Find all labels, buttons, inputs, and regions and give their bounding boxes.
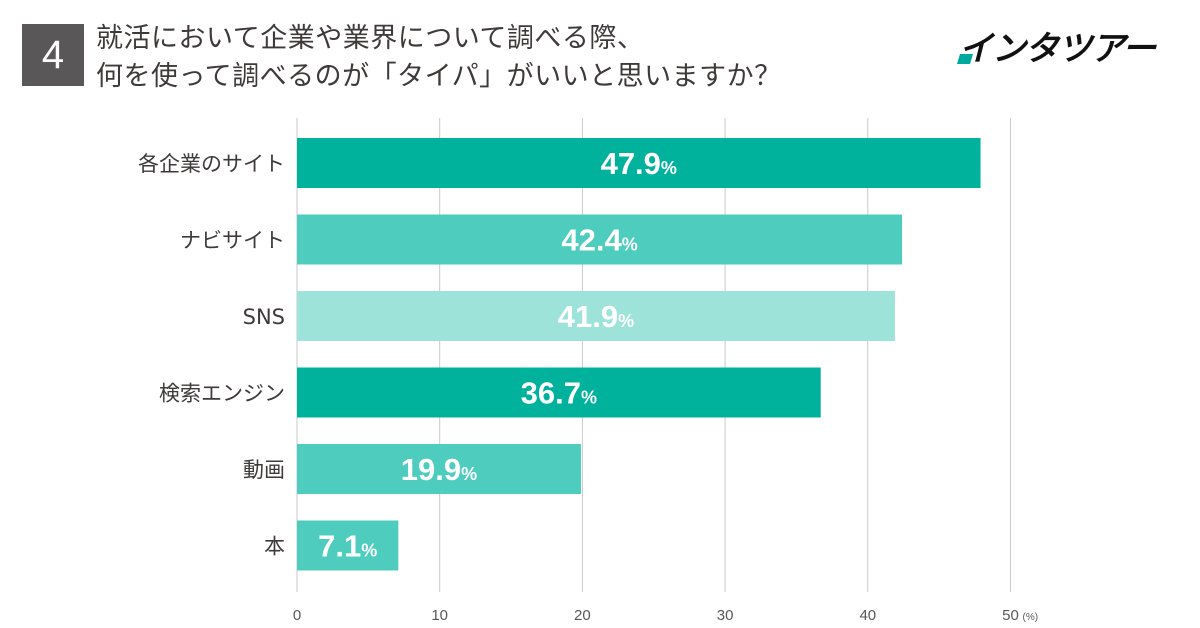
bars: 各企業のサイト 47.9% ナビサイト 42.4% SNS 41.9% 検索エンジン 36.7… [138,138,981,571]
bar [297,444,581,494]
value-suffix: % [361,541,377,561]
value-label: 41.9% [558,299,634,334]
value-number: 42.4 [561,223,622,258]
value-label: 42.4% [561,223,637,258]
value-suffix: % [661,158,677,178]
x-tick-label: 30 [717,607,734,624]
value-number: 19.9 [401,452,461,487]
logo-text: インタツアー [959,29,1157,69]
value-label: 19.9% [401,452,477,487]
x-tick-label: 40 [859,607,876,624]
page-title: 就活において企業や業界について調べる際、 何を使って調べるのが「タイパ」がいいと… [96,20,782,96]
category-label: 検索エンジン [159,382,285,406]
question-number-badge: 4 [22,24,84,86]
value-label: 47.9% [601,146,677,181]
x-tick-label: 50 [1002,607,1019,624]
x-tick-label: 20 [574,607,591,624]
x-axis-unit: (%) [1023,612,1039,623]
x-tick-label: 10 [431,607,448,624]
logo-accent-stripe [957,54,973,64]
value-number: 47.9 [601,146,661,181]
value-label: 36.7% [521,376,597,411]
category-label: 本 [264,535,285,559]
value-suffix: % [622,235,638,255]
x-axis: 0 10 20 30 40 50 (%) [293,607,1038,624]
category-label: 動画 [243,458,285,482]
x-tick-label: 0 [293,607,301,624]
bar [297,291,895,341]
title-line-2: 何を使って調べるのが「タイパ」がいいと思いますか？ [96,61,782,92]
title-line-1: 就活において企業や業界について調べる際、 [96,23,645,54]
value-number: 41.9 [558,299,618,334]
value-number: 36.7 [521,376,581,411]
bar [297,138,981,188]
category-label: 各企業のサイト [138,152,285,176]
value-number: 7.1 [318,529,361,564]
bar [297,214,903,265]
value-suffix: % [581,388,597,408]
category-label: ナビサイト [180,229,285,253]
category-label: SNS [243,305,285,329]
bar [297,520,399,571]
value-suffix: % [618,311,634,331]
grid-lines [296,118,1011,592]
value-suffix: % [461,464,477,484]
bar [297,367,821,418]
intatour-logo: インタツアー [957,29,1158,69]
value-label: 7.1% [318,529,377,564]
